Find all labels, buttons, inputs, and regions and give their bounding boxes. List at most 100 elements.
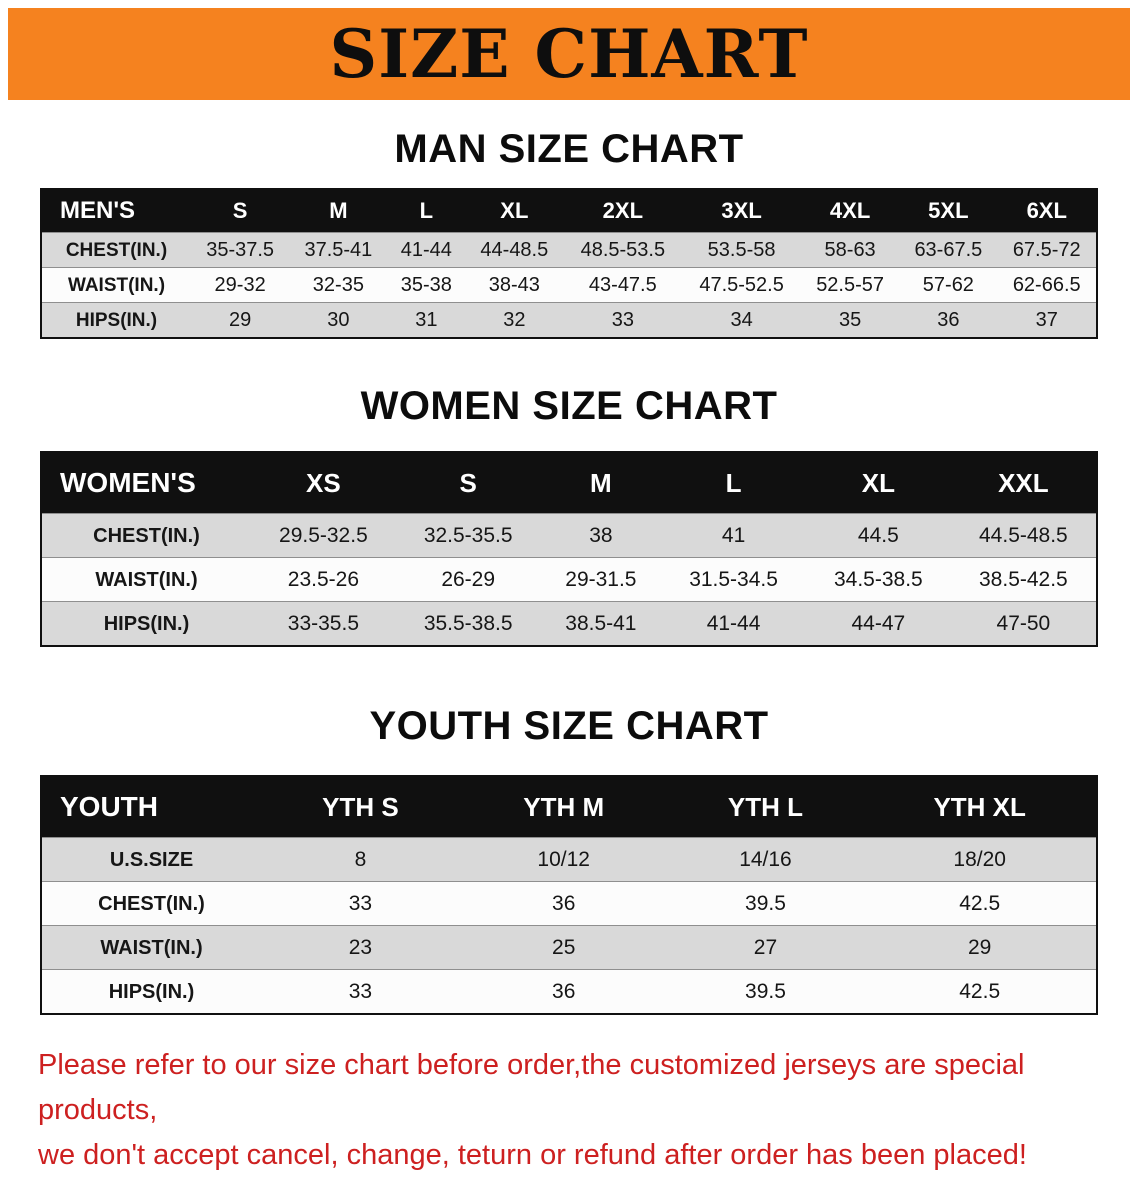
size-value-cell: 42.5 xyxy=(863,969,1097,1014)
men-size-table: MEN'S S M L XL 2XL 3XL 4XL 5XL 6XL CHEST(IN.) 35-3… xyxy=(40,188,1098,339)
size-value-cell: 29 xyxy=(863,925,1097,970)
men-size-chart-section: MAN SIZE CHART MEN'S S M L XL 2XL 3XL 4XL 5XL 6XL… xyxy=(0,126,1138,339)
size-value-cell: 30 xyxy=(289,302,388,338)
size-value-cell: 33-35.5 xyxy=(251,601,396,646)
size-value-cell: 62-66.5 xyxy=(997,267,1097,303)
size-value-cell: 34 xyxy=(682,302,801,338)
size-column-header: S xyxy=(395,452,541,514)
table-header-row: MEN'S S M L XL 2XL 3XL 4XL 5XL 6XL xyxy=(41,189,1097,233)
size-column-header: YTH L xyxy=(667,776,864,838)
row-label: HIPS(IN.) xyxy=(41,969,261,1014)
size-column-header: L xyxy=(661,452,806,514)
size-value-cell: 14/16 xyxy=(667,837,864,882)
table-row: WAIST(IN.) 23 25 27 29 xyxy=(41,925,1097,970)
size-value-cell: 67.5-72 xyxy=(997,232,1097,268)
women-section-title: WOMEN SIZE CHART xyxy=(360,384,778,428)
size-value-cell: 33 xyxy=(261,969,460,1014)
size-value-cell: 10/12 xyxy=(459,837,668,882)
row-label: HIPS(IN.) xyxy=(41,302,191,338)
size-column-header: 3XL xyxy=(682,189,801,233)
table-header-row: WOMEN'S XS S M L XL XXL xyxy=(41,452,1097,514)
size-value-cell: 48.5-53.5 xyxy=(563,232,683,268)
row-label: WAIST(IN.) xyxy=(41,267,191,303)
women-size-table: WOMEN'S XS S M L XL XXL CHEST(IN.) 29.5-32.5 32.… xyxy=(40,451,1098,647)
table-corner-label: WOMEN'S xyxy=(41,452,251,514)
size-column-header: M xyxy=(289,189,388,233)
size-value-cell: 58-63 xyxy=(800,232,900,268)
size-value-cell: 41 xyxy=(661,513,806,558)
size-value-cell: 35-37.5 xyxy=(191,232,290,268)
size-value-cell: 27 xyxy=(667,925,864,970)
youth-table-body: U.S.SIZE 8 10/12 14/16 18/20 CHEST(IN.) 33 36 39… xyxy=(41,837,1097,1014)
table-corner-label: MEN'S xyxy=(41,189,191,233)
size-value-cell: 42.5 xyxy=(863,881,1097,926)
table-row: WAIST(IN.) 29-32 32-35 35-38 38-43 43-47.5 47.… xyxy=(41,267,1097,303)
table-corner-label: YOUTH xyxy=(41,776,261,838)
size-column-header: YTH M xyxy=(459,776,668,838)
size-value-cell: 35-38 xyxy=(387,267,466,303)
size-value-cell: 36 xyxy=(459,881,668,926)
size-column-header: YTH XL xyxy=(863,776,1097,838)
table-row: HIPS(IN.) 33-35.5 35.5-38.5 38.5-41 41-44 44-… xyxy=(41,601,1097,646)
size-value-cell: 44.5 xyxy=(805,513,951,558)
size-value-cell: 41-44 xyxy=(661,601,806,646)
table-row: CHEST(IN.) 35-37.5 37.5-41 41-44 44-48.5 48.5… xyxy=(41,232,1097,268)
row-label: CHEST(IN.) xyxy=(41,513,251,558)
size-value-cell: 57-62 xyxy=(899,267,998,303)
size-column-header: XS xyxy=(251,452,396,514)
table-row: HIPS(IN.) 29 30 31 32 33 34 35 36 37 xyxy=(41,302,1097,338)
size-value-cell: 8 xyxy=(261,837,460,882)
size-value-cell: 29.5-32.5 xyxy=(251,513,396,558)
row-label: WAIST(IN.) xyxy=(41,925,261,970)
size-column-header: XXL xyxy=(950,452,1097,514)
size-value-cell: 31.5-34.5 xyxy=(661,557,806,602)
men-table-body: CHEST(IN.) 35-37.5 37.5-41 41-44 44-48.5 48.5… xyxy=(41,232,1097,338)
note-line-1: Please refer to our size chart before or… xyxy=(38,1049,1025,1126)
table-row: U.S.SIZE 8 10/12 14/16 18/20 xyxy=(41,837,1097,882)
table-row: CHEST(IN.) 33 36 39.5 42.5 xyxy=(41,881,1097,926)
row-label: U.S.SIZE xyxy=(41,837,261,882)
size-value-cell: 44.5-48.5 xyxy=(950,513,1097,558)
size-value-cell: 36 xyxy=(459,969,668,1014)
size-column-header: 5XL xyxy=(899,189,998,233)
row-label: WAIST(IN.) xyxy=(41,557,251,602)
size-value-cell: 29-32 xyxy=(191,267,290,303)
size-value-cell: 35 xyxy=(800,302,900,338)
youth-size-table: YOUTH YTH S YTH M YTH L YTH XL U.S.SIZE 8 10/1… xyxy=(40,775,1098,1015)
size-value-cell: 37 xyxy=(997,302,1097,338)
size-value-cell: 32.5-35.5 xyxy=(395,513,541,558)
size-value-cell: 41-44 xyxy=(387,232,466,268)
banner: SIZE CHART xyxy=(8,8,1130,100)
women-size-chart-section: WOMEN SIZE CHART WOMEN'S XS S M L XL XXL CHEST… xyxy=(0,383,1138,647)
size-column-header: 2XL xyxy=(563,189,683,233)
row-label: HIPS(IN.) xyxy=(41,601,251,646)
page-title: SIZE CHART xyxy=(329,15,809,93)
size-value-cell: 34.5-38.5 xyxy=(805,557,951,602)
table-row: HIPS(IN.) 33 36 39.5 42.5 xyxy=(41,969,1097,1014)
size-value-cell: 23.5-26 xyxy=(251,557,396,602)
size-value-cell: 29 xyxy=(191,302,290,338)
size-value-cell: 39.5 xyxy=(667,969,864,1014)
youth-section-title: YOUTH SIZE CHART xyxy=(369,704,769,748)
size-column-header: 4XL xyxy=(800,189,900,233)
order-note: Please refer to our size chart before or… xyxy=(38,1043,1100,1178)
size-value-cell: 52.5-57 xyxy=(800,267,900,303)
women-table-body: CHEST(IN.) 29.5-32.5 32.5-35.5 38 41 44.5 44.5… xyxy=(41,513,1097,646)
size-value-cell: 38-43 xyxy=(465,267,564,303)
size-value-cell: 63-67.5 xyxy=(899,232,998,268)
size-value-cell: 38.5-42.5 xyxy=(950,557,1097,602)
row-label: CHEST(IN.) xyxy=(41,881,261,926)
size-value-cell: 47-50 xyxy=(950,601,1097,646)
size-value-cell: 44-48.5 xyxy=(465,232,564,268)
size-value-cell: 32-35 xyxy=(289,267,388,303)
size-value-cell: 23 xyxy=(261,925,460,970)
size-value-cell: 43-47.5 xyxy=(563,267,683,303)
size-value-cell: 35.5-38.5 xyxy=(395,601,541,646)
size-value-cell: 39.5 xyxy=(667,881,864,926)
table-header-row: YOUTH YTH S YTH M YTH L YTH XL xyxy=(41,776,1097,838)
row-label: CHEST(IN.) xyxy=(41,232,191,268)
size-column-header: L xyxy=(387,189,466,233)
size-value-cell: 26-29 xyxy=(395,557,541,602)
size-value-cell: 44-47 xyxy=(805,601,951,646)
men-section-title: MAN SIZE CHART xyxy=(394,127,744,171)
